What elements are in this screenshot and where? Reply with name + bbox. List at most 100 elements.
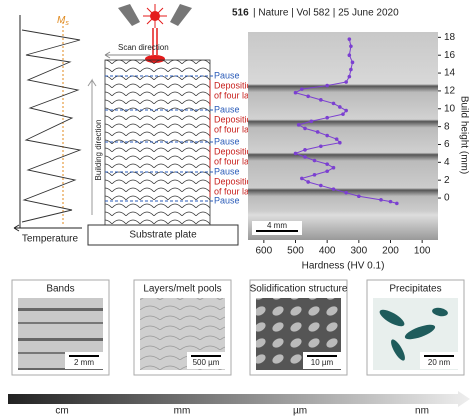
hardness-point bbox=[319, 98, 323, 102]
panel-title: Layers/melt pools bbox=[143, 284, 221, 295]
panel-frame bbox=[11, 279, 110, 376]
hardness-point bbox=[338, 140, 342, 145]
hardness-point bbox=[303, 126, 307, 131]
y-tick-label: 0 bbox=[444, 193, 450, 204]
building-direction-label: Building direction bbox=[94, 120, 103, 181]
precipitate bbox=[379, 309, 405, 327]
pause-label: Pause bbox=[214, 136, 240, 146]
hardness-point bbox=[331, 101, 336, 106]
hardness-point bbox=[300, 87, 304, 91]
hardness-point bbox=[331, 187, 336, 191]
hardness-point bbox=[325, 83, 329, 88]
panel-scale-label: 10 µm bbox=[311, 358, 334, 367]
panel-title: Precipitates bbox=[389, 284, 441, 295]
deposition-label: Deposition bbox=[214, 114, 257, 124]
y-tick-label: 18 bbox=[444, 32, 456, 43]
hardness-point bbox=[315, 130, 320, 134]
hardness-point bbox=[344, 108, 348, 113]
x-tick-label: 200 bbox=[382, 246, 399, 257]
hardness-point bbox=[357, 194, 361, 199]
length-label: µm bbox=[293, 406, 307, 417]
temp-arrow bbox=[13, 224, 82, 232]
hardness-point bbox=[325, 162, 329, 166]
temp-curve bbox=[21, 29, 82, 223]
hardness-point bbox=[319, 183, 323, 188]
length-label: mm bbox=[174, 406, 191, 417]
hardness-point bbox=[344, 80, 348, 84]
scan-direction-label: Scan direction bbox=[118, 43, 169, 52]
hardness-point bbox=[395, 201, 399, 206]
panel-scale-label: 20 nm bbox=[428, 358, 451, 367]
hardness-point bbox=[306, 94, 310, 99]
panel-frame bbox=[366, 279, 465, 376]
x-tick-label: 400 bbox=[319, 246, 336, 257]
hardness-point bbox=[309, 119, 314, 124]
length-label: cm bbox=[55, 406, 68, 417]
pause-label: Pause bbox=[214, 70, 240, 80]
hardness-point bbox=[379, 198, 383, 202]
y-tick-label: 2 bbox=[444, 175, 450, 186]
panel-frame bbox=[133, 279, 232, 376]
deposition-label: of four layers bbox=[214, 90, 267, 100]
hardness-point bbox=[303, 148, 307, 152]
x-tick-label: 500 bbox=[287, 246, 304, 257]
y-tick-label: 6 bbox=[444, 139, 450, 150]
y-tick-label: 16 bbox=[444, 50, 456, 61]
sample-image bbox=[248, 32, 438, 240]
hardness-point bbox=[325, 169, 329, 174]
hardness-point bbox=[349, 44, 353, 49]
build-arrow bbox=[87, 78, 97, 215]
panel-title: Bands bbox=[46, 284, 74, 295]
deposition-label: Deposition bbox=[214, 80, 257, 90]
scan-arrow bbox=[104, 51, 150, 59]
deposition-label: of four layers bbox=[214, 156, 267, 166]
hardness-point bbox=[306, 180, 310, 184]
page-number: 516 bbox=[232, 8, 249, 19]
hardness-point bbox=[300, 176, 304, 181]
hardness-point bbox=[293, 151, 298, 156]
citation: | Nature | Vol 582 | 25 June 2020 bbox=[253, 8, 399, 19]
hardness-line bbox=[294, 39, 397, 204]
hardness-point bbox=[319, 144, 323, 149]
hardness-point bbox=[347, 74, 352, 79]
hardness-point bbox=[341, 112, 345, 116]
y-axis-label: Build height (mm) bbox=[458, 96, 469, 174]
pause-label: Pause bbox=[214, 104, 240, 114]
substrate-plate bbox=[87, 224, 239, 246]
ms-label: Ms bbox=[57, 15, 69, 27]
hardness-point bbox=[296, 123, 301, 127]
x-axis-label: Hardness (HV 0.1) bbox=[302, 261, 385, 272]
hardness-point bbox=[344, 190, 348, 195]
length-label: nm bbox=[415, 406, 429, 417]
x-tick-label: 600 bbox=[255, 246, 272, 257]
substrate-label: Substrate plate bbox=[129, 230, 197, 241]
hardness-point bbox=[347, 53, 352, 58]
deposition-label: Deposition bbox=[214, 176, 257, 186]
panel-frame bbox=[249, 279, 348, 376]
y-tick-label: 4 bbox=[444, 157, 450, 168]
hardness-point bbox=[338, 105, 342, 109]
length-scale-arrow bbox=[8, 391, 470, 407]
laser-head bbox=[118, 4, 192, 63]
pause-label: Pause bbox=[214, 166, 240, 176]
deposition-label: Deposition bbox=[214, 146, 257, 156]
scale-label: 4 mm bbox=[267, 221, 287, 230]
hardness-point bbox=[334, 137, 339, 141]
panel-title: Solidification structure bbox=[250, 284, 348, 295]
y-tick-label: 14 bbox=[444, 68, 456, 79]
deposition-label: of four layers bbox=[214, 186, 267, 196]
hardness-point bbox=[325, 133, 329, 138]
hardness-point bbox=[349, 67, 353, 72]
pause-label: Pause bbox=[214, 195, 240, 205]
hardness-point bbox=[312, 158, 317, 163]
precipitate bbox=[391, 339, 405, 361]
hardness-point bbox=[331, 165, 336, 170]
y-tick-label: 8 bbox=[444, 121, 450, 132]
deposition-label: of four layers bbox=[214, 124, 267, 134]
precipitate bbox=[404, 324, 436, 340]
panel-scale-label: 2 mm bbox=[74, 358, 94, 367]
temperature-label: Temperature bbox=[22, 234, 79, 245]
hardness-point bbox=[293, 90, 298, 95]
y-tick-label: 10 bbox=[444, 103, 456, 114]
